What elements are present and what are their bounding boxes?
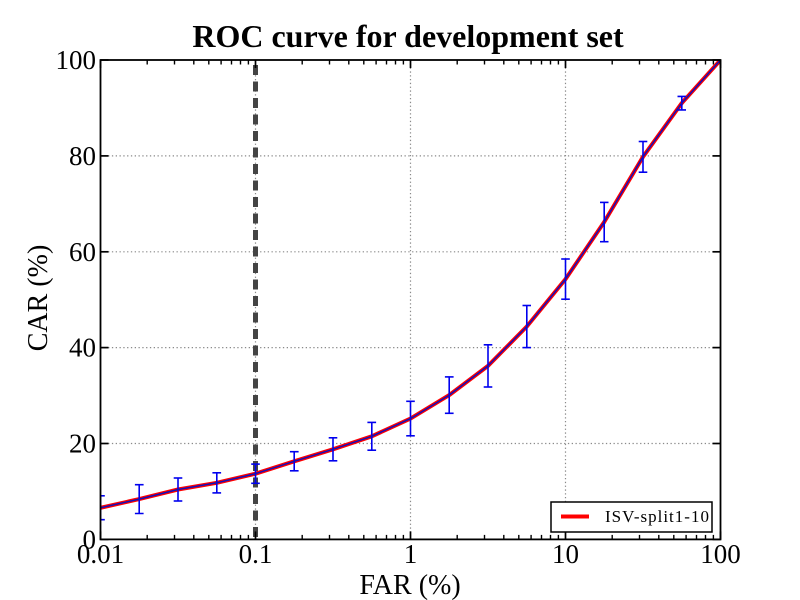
svg-text:0: 0 (83, 524, 97, 554)
svg-text:0.1: 0.1 (239, 539, 273, 569)
svg-text:20: 20 (69, 429, 96, 459)
svg-text:100: 100 (700, 539, 741, 569)
svg-text:1: 1 (404, 539, 418, 569)
svg-text:60: 60 (69, 237, 96, 267)
svg-text:ROC curve for development set: ROC curve for development set (192, 18, 624, 54)
svg-text:CAR (%): CAR (%) (23, 245, 54, 352)
svg-text:0.01: 0.01 (77, 539, 124, 569)
svg-text:80: 80 (69, 141, 96, 171)
svg-text:10: 10 (552, 539, 579, 569)
svg-text:ISV-split1-10: ISV-split1-10 (605, 507, 710, 526)
svg-text:FAR (%): FAR (%) (359, 570, 460, 600)
svg-text:100: 100 (56, 45, 97, 75)
svg-text:40: 40 (69, 333, 96, 363)
